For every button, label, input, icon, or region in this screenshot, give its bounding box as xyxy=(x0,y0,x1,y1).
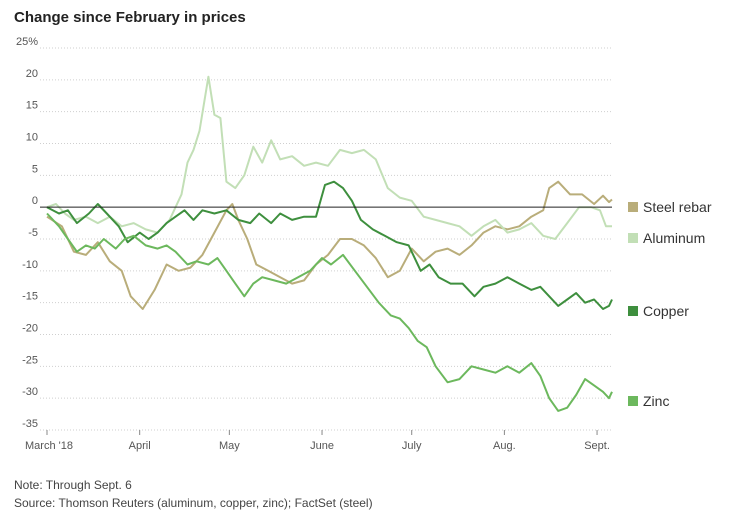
x-tick-label: May xyxy=(219,440,240,452)
series-line-zinc xyxy=(46,212,613,412)
series-line-steel-rebar xyxy=(46,180,613,310)
legend-swatch xyxy=(628,202,638,212)
y-tick-label: 5 xyxy=(32,163,38,175)
x-tick-label: March '18 xyxy=(25,440,73,452)
y-tick-label: -5 xyxy=(28,227,38,239)
legend-label: Zinc xyxy=(643,393,669,409)
y-tick-label: -15 xyxy=(22,291,38,303)
y-gridlines xyxy=(40,47,612,431)
x-tick-label: Sept. xyxy=(584,440,610,452)
series-line-copper xyxy=(46,180,613,310)
y-axis-labels: 25% 20 15 10 5 0 -5 -10 -15 -20 -25 -30 -35 xyxy=(16,36,38,430)
chart-title: Change since February in prices xyxy=(14,9,246,26)
y-tick-label: 0 xyxy=(32,195,38,207)
y-tick-label: 25% xyxy=(16,36,38,48)
y-tick-label: -25 xyxy=(22,354,38,366)
y-tick-label: 10 xyxy=(26,132,38,144)
y-tick-label: 20 xyxy=(26,68,38,80)
x-tick-label: Aug. xyxy=(493,440,516,452)
legend-swatch xyxy=(628,306,638,316)
legend: Steel rebar Aluminum Copper Zinc xyxy=(628,199,712,409)
legend-label: Steel rebar xyxy=(643,199,712,215)
x-tick-label: June xyxy=(310,440,334,452)
y-tick-label: -10 xyxy=(22,259,38,271)
chart-note: Note: Through Sept. 6 xyxy=(14,478,132,492)
x-tick-label: April xyxy=(129,440,151,452)
y-tick-label: -35 xyxy=(22,418,38,430)
x-tick-label: July xyxy=(402,440,422,452)
chart-source: Source: Thomson Reuters (aluminum, coppe… xyxy=(14,496,373,510)
y-tick-label: 15 xyxy=(26,100,38,112)
y-tick-label: -20 xyxy=(22,323,38,335)
legend-swatch xyxy=(628,396,638,406)
y-tick-label: -30 xyxy=(22,386,38,398)
legend-swatch xyxy=(628,233,638,243)
legend-label: Aluminum xyxy=(643,230,705,246)
x-axis: March '18 April May June July Aug. Sept. xyxy=(25,430,610,452)
series-lines xyxy=(40,75,613,412)
series-line-aluminum xyxy=(46,75,612,240)
legend-label: Copper xyxy=(643,303,689,319)
